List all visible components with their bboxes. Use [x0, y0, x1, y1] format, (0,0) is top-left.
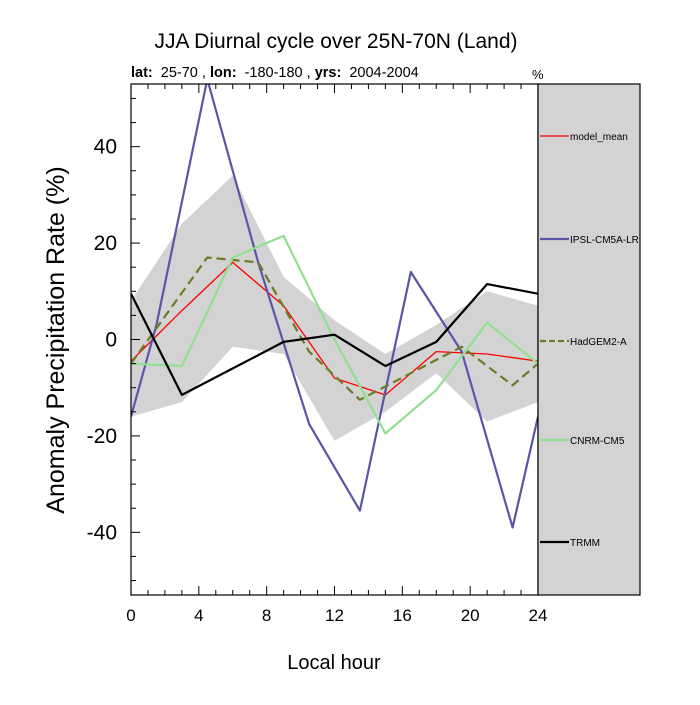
y-axis-label: Anomaly Precipitation Rate (%): [42, 166, 70, 513]
x-tick-label: 16: [393, 606, 412, 625]
legend-label: TRMM: [570, 538, 600, 549]
x-tick-label: 24: [529, 606, 548, 625]
series-line-hadgem2-a: [131, 256, 538, 401]
plot-content: [131, 84, 538, 529]
subtitle-lon-label: lon:: [210, 65, 237, 81]
x-tick-label: 12: [325, 606, 344, 625]
legend-label: model_mean: [570, 132, 628, 143]
series-line-trmm: [131, 283, 538, 396]
x-axis-label: Local hour: [287, 652, 381, 674]
legend-label: CNRM-CM5: [570, 436, 625, 447]
y-tick-label: -20: [87, 425, 117, 448]
subtitle-sep-2: ,: [307, 65, 315, 81]
legend-label: IPSL-CM5A-LR: [570, 235, 639, 246]
legend-panel: [537, 83, 641, 596]
series-line-cnrm-cm5: [131, 234, 538, 435]
legend: model_mean IPSL-CM5A-LR HadGEM2-A CNRM-CM5 T…: [537, 83, 641, 596]
subtitle-yrs-label: yrs:: [315, 65, 342, 81]
y-tick-label: 40: [94, 136, 117, 159]
y-tick-label: -40: [87, 521, 117, 544]
x-tick-label: 8: [262, 606, 271, 625]
x-tick-label: 4: [194, 606, 203, 625]
x-tick-label: 20: [461, 606, 480, 625]
subtitle-lat-value: 25-70: [161, 65, 198, 81]
legend-unit-label: %: [532, 67, 544, 82]
model-spread-band: [131, 175, 538, 441]
series-line-ipsl-cm5a-lr: [131, 84, 538, 529]
subtitle-sep-1: ,: [202, 65, 210, 81]
x-tick-label: 0: [126, 606, 135, 625]
plot-area: 0 4 8 12 16 20 24 -40 -20 0 20 40: [87, 83, 548, 625]
subtitle-lat-label: lat:: [131, 65, 153, 81]
chart-title: JJA Diurnal cycle over 25N-70N (Land): [155, 30, 518, 53]
y-tick-label: 20: [94, 232, 117, 255]
y-tick-label: 0: [105, 329, 117, 352]
subtitle-yrs-value: 2004-2004: [349, 65, 418, 81]
chart-subtitle: lat: 25-70 , lon: -180-180 , yrs: 2004-2…: [131, 65, 419, 81]
subtitle-lon-value: -180-180: [245, 65, 303, 81]
legend-label: HadGEM2-A: [570, 337, 627, 348]
